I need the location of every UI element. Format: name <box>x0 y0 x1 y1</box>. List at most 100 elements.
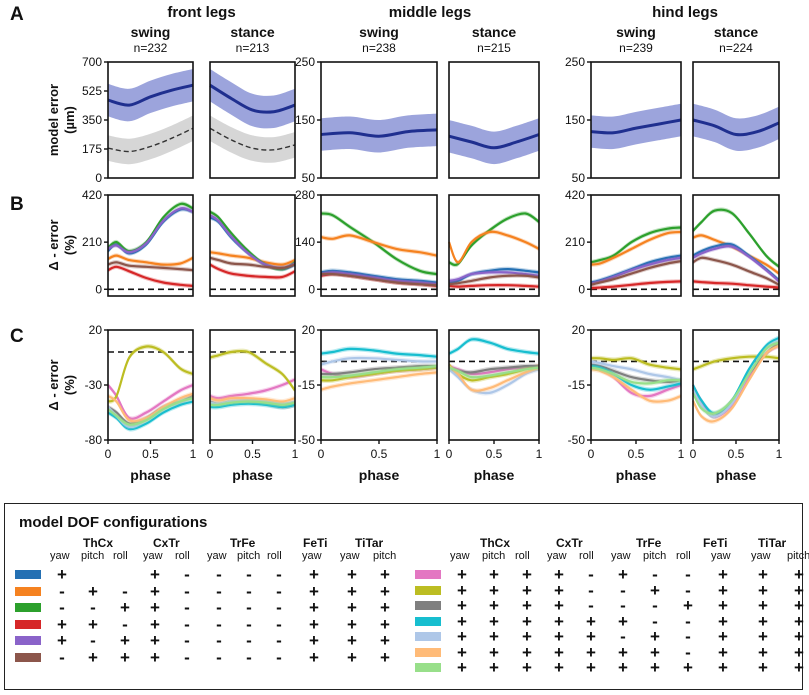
x-axis-label: phase <box>359 467 400 483</box>
series-line-peach <box>448 365 540 392</box>
panel-A-2: 250 150 50 <box>295 55 438 185</box>
panel-C-2: 20 -15 -500 0.5 1 phase <box>298 323 441 483</box>
dof-enabled: + <box>618 565 628 584</box>
series-band-olive <box>693 354 779 372</box>
series-line-lightgreen <box>590 366 682 385</box>
panel-bg <box>449 195 539 296</box>
y-tick-label: 20 <box>572 323 586 337</box>
dof-enabled: + <box>57 614 67 634</box>
dof-enabled: + <box>554 611 564 631</box>
panel-frame <box>692 194 780 297</box>
x-axis-label: phase <box>616 467 657 483</box>
dof-enabled: + <box>150 631 160 650</box>
panel-B-5 <box>692 194 780 297</box>
color-swatch-green <box>15 603 41 612</box>
dof-enabled: + <box>457 565 467 584</box>
dof-enabled: + <box>457 627 467 646</box>
series-line-orange <box>447 230 540 264</box>
dof-enabled: + <box>586 658 596 677</box>
panel-label: swing <box>131 24 171 40</box>
dof-disabled: - <box>216 581 222 601</box>
panel-A-5 <box>692 61 780 179</box>
dof-enabled: + <box>650 642 660 662</box>
y-tick-label: 525 <box>82 84 102 98</box>
panel-B-4: 420 210 0 <box>565 188 682 297</box>
series-line-purple <box>320 271 438 286</box>
dof-enabled: + <box>794 596 804 615</box>
dof-enabled: + <box>489 596 499 615</box>
panel-B-2: 280 140 0 <box>295 188 438 297</box>
series-line-blue <box>448 267 540 284</box>
y-tick-label: 150 <box>565 113 585 127</box>
dof-enabled: + <box>347 565 357 584</box>
dof-enabled: + <box>794 611 804 631</box>
dof-sub-header: roll <box>676 550 691 562</box>
dof-enabled: + <box>309 647 319 667</box>
panel-C-5: 0 0.5 1 phase <box>690 329 783 483</box>
y-tick-label: 250 <box>295 55 315 69</box>
dof-enabled: + <box>489 580 499 600</box>
series-band-pink <box>210 377 295 401</box>
dof-enabled: + <box>522 596 532 615</box>
series-band-reference <box>591 103 681 150</box>
dof-sub-header: yaw <box>50 550 70 562</box>
x-tick-label: 1 <box>190 447 197 461</box>
color-swatch-peach <box>415 647 441 657</box>
series-line-green <box>692 208 780 268</box>
series-line-gray <box>590 363 682 384</box>
x-tick-label: 1 <box>434 447 441 461</box>
dof-disabled: - <box>59 581 65 601</box>
dof-enabled: + <box>794 642 804 662</box>
dof-disabled: - <box>246 581 252 601</box>
y-tick-label: 0 <box>578 282 585 296</box>
dof-enabled: + <box>489 642 499 662</box>
dof-enabled: + <box>758 658 768 677</box>
dof-enabled: + <box>794 658 804 677</box>
panel-bg <box>591 330 681 440</box>
dof-disabled: - <box>90 631 96 650</box>
series-line-peach <box>320 371 438 391</box>
dof-enabled: + <box>522 611 532 631</box>
y-tick-label: -50 <box>298 433 316 447</box>
series-line-trfe-roll <box>107 127 194 153</box>
dof-disabled: - <box>620 580 626 600</box>
dof-disabled: - <box>685 627 691 646</box>
dof-sub-header: pitch <box>643 550 667 562</box>
dof-disabled: - <box>276 598 282 617</box>
series-line-peach <box>209 396 296 403</box>
x-axis-label: phase <box>474 467 515 483</box>
row-ylabel-unit: (µm) <box>62 106 77 134</box>
panel-C-4: 20 -15 -500 0.5 1 phase <box>568 323 685 483</box>
x-tick-label: 0 <box>207 447 214 461</box>
dof-disabled: - <box>276 614 282 634</box>
dof-enabled: + <box>489 627 499 646</box>
row-ylabel-unit: (%) <box>62 375 77 395</box>
dof-sub-header: pitch <box>81 550 105 562</box>
dof-enabled: + <box>554 596 564 615</box>
dof-enabled: + <box>57 631 67 650</box>
x-tick-label: 0 <box>105 447 112 461</box>
series-band-reference <box>210 69 295 129</box>
panel-letter-C: C <box>10 326 24 347</box>
dof-enabled: + <box>650 627 660 646</box>
dof-disabled: - <box>276 581 282 601</box>
color-swatch-cyan <box>415 616 441 626</box>
dof-enabled: + <box>309 581 319 601</box>
panel-frame <box>320 194 438 297</box>
dof-disabled: - <box>216 614 222 634</box>
dof-enabled: + <box>347 614 357 634</box>
panel-n: n=239 <box>619 41 653 55</box>
series-band-lightgreen <box>591 365 681 386</box>
dof-disabled: - <box>685 642 691 662</box>
dof-enabled: + <box>718 658 728 677</box>
y-tick-label: -50 <box>568 433 586 447</box>
panel-frame <box>107 194 194 297</box>
series-band-purple <box>210 213 295 271</box>
y-tick-label: 280 <box>295 188 315 202</box>
dof-sub-header: yaw <box>450 550 470 562</box>
dof-enabled: + <box>618 642 628 662</box>
dof-disabled: - <box>184 631 190 650</box>
dof-enabled: + <box>586 642 596 662</box>
color-swatch-blue <box>15 570 41 579</box>
panel-bg <box>210 195 295 296</box>
